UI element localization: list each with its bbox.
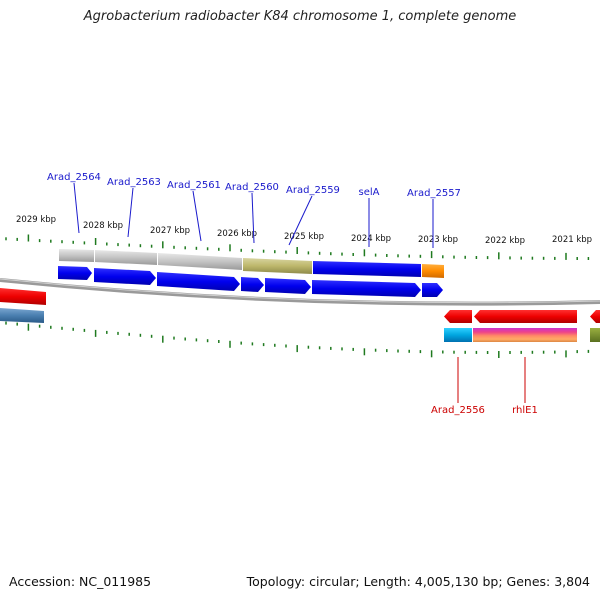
gene-arrow-arad-2556[interactable] <box>444 310 472 323</box>
callout-line <box>192 190 202 242</box>
gene-labels-reverse: Arad_2556 rhlE1 <box>431 405 538 416</box>
accession-text: Accession: NC_011985 <box>9 574 152 589</box>
scale-label: 2028 kbp <box>83 221 123 231</box>
gene-label-sela[interactable]: selA <box>359 187 380 198</box>
gene-label-arad-2559[interactable]: Arad_2559 <box>286 185 340 196</box>
scale-label: 2022 kbp <box>485 236 525 246</box>
category-segment-olive <box>243 258 312 274</box>
gene-arrow-rhle1[interactable] <box>474 310 577 323</box>
gene-arrow-arad-2563[interactable] <box>94 268 156 285</box>
page-title: Agrobacterium radiobacter K84 chromosome… <box>83 9 517 24</box>
gene-callouts-reverse <box>457 357 526 403</box>
category-segment-striped <box>473 328 577 342</box>
scale-labels: 2029 kbp 2028 kbp 2027 kbp 2026 kbp 2025… <box>16 215 592 246</box>
gene-label-arad-2557[interactable]: Arad_2557 <box>407 188 461 199</box>
category-segment-grey <box>59 249 94 262</box>
gene-arrow-arad-2557[interactable] <box>422 283 443 297</box>
gene-arrow-arad-2560[interactable] <box>241 277 264 292</box>
callout-line <box>251 192 255 244</box>
reverse-genes <box>444 310 600 323</box>
gene-label-arad-2560[interactable]: Arad_2560 <box>225 182 279 193</box>
gene-callouts-forward <box>73 182 434 248</box>
category-segment-orange <box>422 264 444 278</box>
tick-track-lower <box>5 321 590 358</box>
scale-label: 2021 kbp <box>552 235 592 245</box>
gene-arrow-partial-left[interactable] <box>0 288 46 305</box>
backbone-arc <box>0 278 600 306</box>
gene-arrow-sela[interactable] <box>312 280 421 297</box>
gene-label-rhle1[interactable]: rhlE1 <box>512 405 538 416</box>
scale-label: 2029 kbp <box>16 215 56 225</box>
gene-label-arad-2563[interactable]: Arad_2563 <box>107 177 161 188</box>
scale-label: 2024 kbp <box>351 234 391 244</box>
gene-arrow-arad-2564[interactable] <box>58 266 92 280</box>
category-track-forward <box>59 249 444 278</box>
callout-line <box>73 182 80 234</box>
category-segment-grey <box>95 250 157 265</box>
category-track-reverse <box>444 328 600 342</box>
category-segment-green <box>590 328 600 342</box>
scale-label: 2025 kbp <box>284 232 324 242</box>
genome-summary-text: Topology: circular; Length: 4,005,130 bp… <box>246 574 590 589</box>
gene-labels-forward: Arad_2564 Arad_2563 Arad_2561 Arad_2560 … <box>47 172 461 199</box>
category-segment-cyan <box>444 328 472 342</box>
forward-genes <box>58 266 443 297</box>
tick-track-upper <box>5 234 590 260</box>
scale-label: 2027 kbp <box>150 226 190 236</box>
scale-label: 2026 kbp <box>217 229 257 239</box>
callout-line <box>288 195 313 246</box>
gene-arrow-arad-2559[interactable] <box>265 278 311 294</box>
category-segment-partial-left <box>0 308 44 323</box>
gene-label-arad-2556[interactable]: Arad_2556 <box>431 405 485 416</box>
category-segment-blue <box>313 261 421 277</box>
category-segment-grey <box>158 253 242 270</box>
scale-label: 2023 kbp <box>418 235 458 245</box>
gene-arrow-partial-right[interactable] <box>590 310 600 323</box>
callout-line <box>127 187 134 238</box>
backbone-arc-highlight <box>0 278 600 304</box>
gene-label-arad-2564[interactable]: Arad_2564 <box>47 172 101 183</box>
gene-arrow-arad-2561[interactable] <box>157 272 240 291</box>
gene-label-arad-2561[interactable]: Arad_2561 <box>167 180 221 191</box>
